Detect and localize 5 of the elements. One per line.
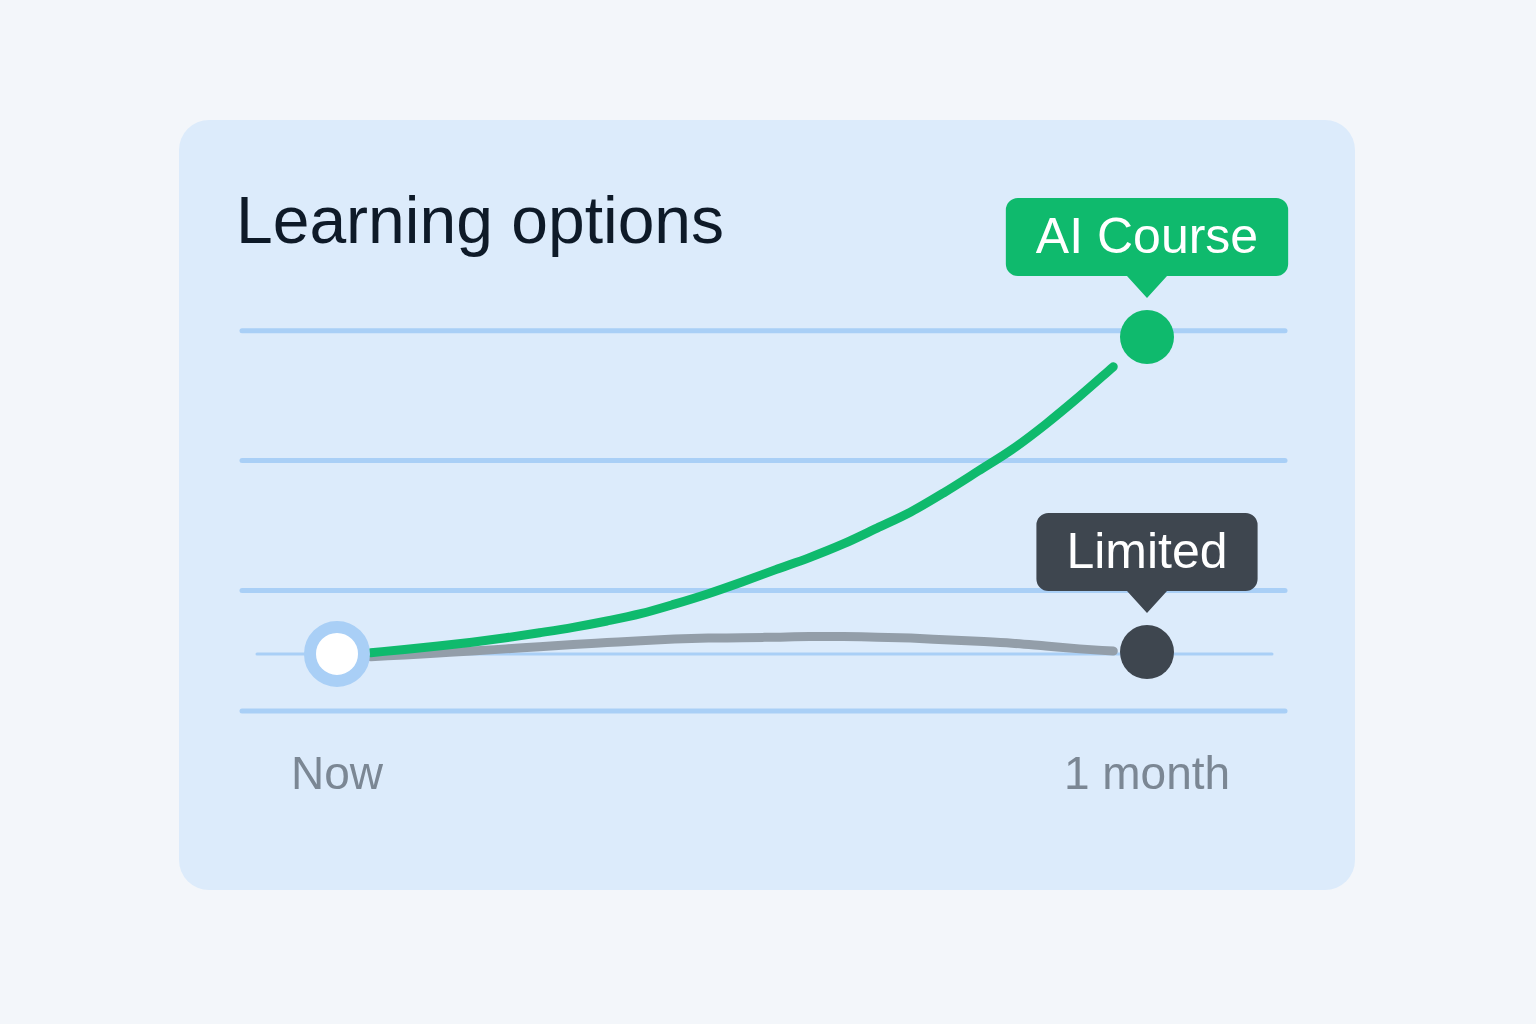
series-label: AI Course bbox=[1035, 207, 1259, 264]
series-label: Limited bbox=[1066, 522, 1228, 579]
chart-title: Learning options bbox=[236, 182, 725, 258]
x-tick-label: 1 month bbox=[1063, 747, 1231, 800]
x-tick-label: Now bbox=[290, 747, 384, 800]
